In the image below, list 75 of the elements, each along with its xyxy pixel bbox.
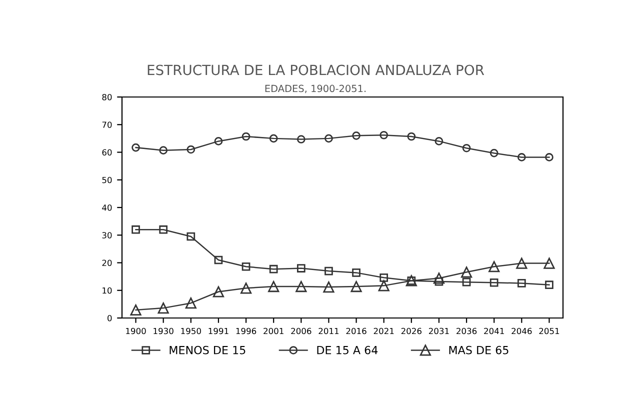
- legend-label: DE 15 A 64: [317, 346, 378, 354]
- x-tick-label: 1930: [154, 328, 174, 334]
- x-tick-label: 2006: [291, 328, 312, 334]
- point: [545, 280, 554, 290]
- x-tick-label: 2011: [318, 328, 339, 334]
- point: [296, 135, 306, 144]
- point: [159, 146, 168, 154]
- x-tick-label: 2026: [401, 328, 422, 334]
- point: [516, 258, 528, 269]
- point: [159, 225, 168, 234]
- point: [517, 153, 526, 162]
- y-tick-label: 30: [102, 232, 112, 238]
- point: [350, 280, 362, 292]
- point: [380, 130, 388, 140]
- point: [185, 298, 196, 309]
- point: [433, 272, 445, 284]
- y-tick-label: 20: [102, 260, 112, 266]
- x-tick-label: 1996: [236, 328, 256, 334]
- x-tick-label: 1950: [181, 328, 201, 334]
- point: [269, 134, 278, 143]
- point: [462, 144, 471, 152]
- x-tick-label: 2041: [484, 328, 504, 334]
- x-tick-label: 2036: [456, 328, 477, 334]
- point: [378, 280, 390, 292]
- x-tick-label: 2016: [346, 328, 366, 334]
- point: [214, 137, 223, 146]
- y-tick-label: 50: [102, 176, 112, 184]
- point: [324, 134, 333, 143]
- point: [352, 132, 360, 140]
- point: [212, 286, 224, 298]
- point: [490, 278, 498, 287]
- chart-title: ESTRUCTURA DE LA POBLACION ANDALUZA POR: [148, 64, 484, 76]
- x-tick-label: 1991: [208, 328, 228, 334]
- point: [462, 278, 471, 286]
- point: [186, 232, 196, 241]
- point: [323, 282, 334, 293]
- point: [296, 264, 306, 272]
- point: [460, 266, 472, 278]
- point: [130, 304, 142, 316]
- point: [488, 261, 500, 272]
- chart-subtitle: EDADES, 1900-2051.: [265, 84, 366, 94]
- y-tick-label: 40: [102, 204, 112, 211]
- x-tick-label: 2046: [512, 328, 532, 334]
- point: [214, 256, 223, 264]
- point: [324, 266, 333, 276]
- point: [242, 262, 250, 271]
- y-tick-label: 0: [108, 314, 112, 322]
- point: [380, 274, 388, 282]
- legend-label: MENOS DE 15: [170, 346, 246, 354]
- point: [296, 280, 307, 292]
- point: [268, 280, 280, 292]
- point: [269, 264, 278, 274]
- x-tick-label: 2021: [374, 328, 394, 334]
- point: [545, 153, 554, 162]
- point: [132, 143, 140, 152]
- x-tick-label: 2001: [264, 328, 284, 334]
- y-tick-label: 70: [102, 122, 112, 128]
- point: [407, 132, 416, 141]
- point: [517, 279, 526, 288]
- point: [242, 132, 250, 141]
- point: [240, 282, 252, 294]
- legend-label: MAS DE 65: [449, 346, 508, 354]
- x-tick-label: 2051: [539, 328, 560, 334]
- x-tick-label: 2031: [428, 328, 449, 334]
- y-tick-label: 80: [102, 94, 112, 100]
- point: [544, 258, 555, 269]
- point: [352, 268, 360, 277]
- point: [490, 148, 498, 158]
- point: [132, 225, 140, 234]
- y-tick-label: 10: [102, 287, 112, 294]
- point: [158, 302, 169, 314]
- x-tick-label: 1900: [126, 328, 146, 334]
- point: [186, 145, 196, 154]
- y-tick-label: 60: [102, 149, 112, 156]
- point: [434, 137, 444, 146]
